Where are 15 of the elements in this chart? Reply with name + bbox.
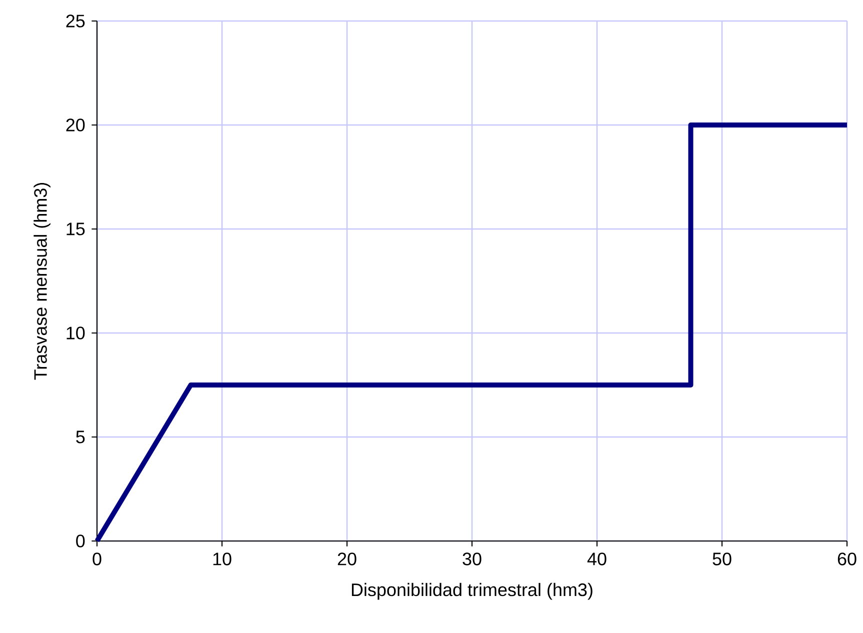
x-tick-label: 40 xyxy=(587,552,606,566)
x-tick-label: 0 xyxy=(92,552,102,566)
x-tick-label: 30 xyxy=(462,552,482,566)
y-tick-label: 10 xyxy=(66,326,85,340)
y-tick-label: 25 xyxy=(66,14,85,28)
y-tick-label: 20 xyxy=(66,118,85,132)
x-tick-label: 20 xyxy=(338,552,356,566)
x-tick-label: 50 xyxy=(712,552,732,566)
x-tick-label: 10 xyxy=(213,552,232,566)
y-tick-label: 5 xyxy=(76,430,85,444)
y-axis-title: Trasvase mensual (hm3) xyxy=(34,182,50,380)
x-tick-label: 60 xyxy=(838,552,856,566)
y-tick-label: 15 xyxy=(66,222,85,236)
x-axis-title: Disponibilidad trimestral (hm3) xyxy=(352,582,592,600)
y-tick-label: 0 xyxy=(76,534,85,548)
